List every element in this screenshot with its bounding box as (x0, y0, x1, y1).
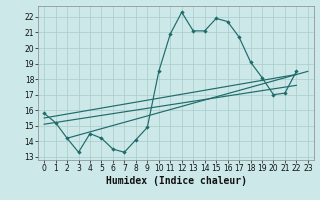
X-axis label: Humidex (Indice chaleur): Humidex (Indice chaleur) (106, 176, 246, 186)
